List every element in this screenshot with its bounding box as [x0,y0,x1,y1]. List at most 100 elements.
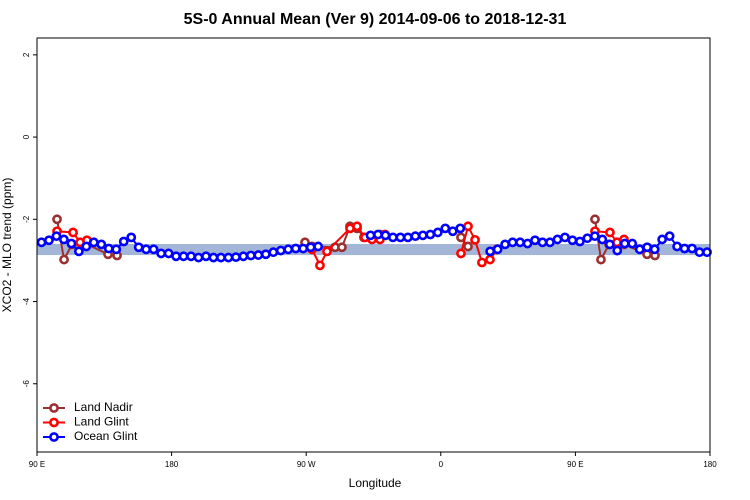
data-point [88,237,99,248]
data-point [223,252,234,263]
data-point [81,241,92,252]
data-point [111,244,122,255]
data-point [574,236,585,247]
data-point [59,254,69,265]
data-point [477,257,487,268]
data-point [305,242,316,253]
data-point [634,244,645,255]
data-point [432,227,443,238]
legend-marker [49,403,59,413]
data-point [36,237,47,248]
data-point [507,237,518,248]
data-point [440,223,451,234]
data-point [552,234,563,245]
data-point [66,238,77,249]
data-point [649,244,660,255]
data-point [485,254,495,265]
data-point [365,230,376,241]
data-point [178,251,189,262]
y-tick-label: -4 [22,297,31,305]
legend-label: Land Nadir [74,400,133,414]
data-point [275,245,286,256]
x-axis-label: Longitude [349,476,402,490]
x-tick-label: 90 E [567,460,583,469]
data-point [619,238,630,249]
data-point [537,237,548,248]
data-point [402,232,413,243]
data-point [216,252,226,263]
data-point [560,232,570,243]
data-point [201,251,211,262]
data-point [315,260,325,271]
data-point [567,235,578,246]
data-point [605,227,615,238]
legend-marker [49,432,59,442]
data-point [463,221,473,232]
data-point [582,233,593,244]
data-point [193,252,204,263]
chart-title: 5S-0 Annual Mean (Ver 9) 2014-09-06 to 2… [184,11,567,28]
plot-frame [36,37,711,453]
data-point [410,231,421,242]
x-tick-label: 180 [165,460,179,469]
data-point [126,232,137,243]
legend-marker [49,417,59,428]
x-tick-label: 180 [703,460,717,469]
data-point [245,250,256,261]
data-point [612,245,623,256]
data-point [447,226,458,237]
data-point [352,221,362,232]
data-point [298,243,309,254]
data-point [417,230,428,241]
x-tick-label: 90 E [29,460,45,469]
data-point [118,236,129,247]
data-point [597,234,608,245]
data-point [642,242,653,253]
data-point [590,214,600,225]
data-point [500,239,511,250]
data-point [380,230,391,241]
data-point [455,223,466,234]
data-point [103,243,114,254]
data-point [702,247,712,258]
data-point [186,251,196,262]
data-point [231,252,241,263]
y-tick-label: 0 [22,134,31,139]
x-tick-label: 0 [439,460,444,469]
data-point [163,248,174,259]
data-point [148,244,159,255]
data-point [672,241,682,252]
data-point [51,231,62,242]
x-tick-label: 90 W [297,460,316,469]
y-axis-label: XCO2 - MLO trend (ppm) [0,178,14,313]
data-point [322,246,332,257]
data-point [373,229,383,240]
y-tick-label: -2 [22,215,31,223]
data-point [395,232,406,243]
data-point [73,246,84,257]
data-point [470,234,480,245]
data-point [687,243,697,254]
data-point [425,229,436,240]
data-point [545,237,555,248]
data-point [530,235,540,246]
data-point [679,243,690,254]
data-point [664,231,675,242]
data-point [515,237,525,248]
data-point [337,242,347,253]
data-point [589,231,600,242]
data-point [141,244,152,255]
data-point [52,214,62,225]
data-point [604,239,615,250]
data-point [260,249,271,260]
data-point [208,252,219,263]
y-tick-label: 2 [22,52,31,57]
data-point [522,238,533,249]
data-point [492,244,503,255]
data-point [59,234,69,245]
data-point [627,238,638,249]
data-point [171,251,181,262]
data-point [485,246,496,257]
data-point [463,241,473,252]
